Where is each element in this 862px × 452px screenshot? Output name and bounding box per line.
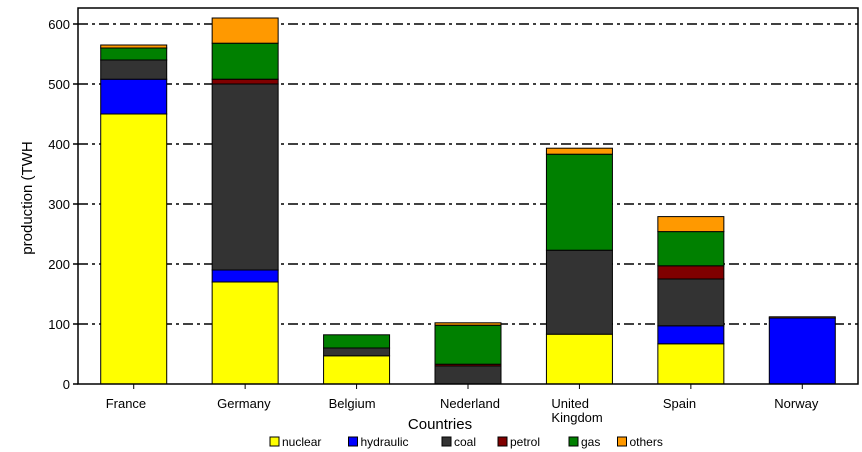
bar-segment-coal [323,347,391,357]
y-tick-label: 500 [48,77,70,92]
legend-swatch [441,436,452,447]
legend-item-petrol: petrol [497,435,540,449]
bar-segment-gas [100,47,168,61]
y-tick-label: 600 [48,17,70,32]
legend-label: petrol [510,435,540,449]
legend-label: nuclear [282,435,321,449]
x-tick-label: Belgium [329,396,376,411]
x-axis-title: Countries [408,416,472,433]
bar-segment-hydraulic [100,78,168,115]
y-axis-title: production (TWH [19,141,36,254]
bar-segment-others [545,147,613,155]
legend-item-hydraulic: hydraulic [348,435,409,449]
legend-swatch [497,436,508,447]
bar-segment-nuclear [211,281,279,385]
legend-swatch [617,436,627,447]
bar-segment-gas [434,324,502,365]
bar-segment-others [657,216,725,233]
bar-segment-gas [323,334,391,349]
bar-segment-gas [545,153,613,251]
legend-item-coal: coal [441,435,476,449]
legend-label: hydraulic [361,435,409,449]
legend-swatch [568,436,579,447]
x-tick-label: Nederland [440,396,500,411]
bar-segment-others [100,44,168,49]
grid-lines [78,23,858,325]
bar-segment-nuclear [323,355,391,385]
legend-item-gas: gas [568,435,600,449]
bar-segment-coal [545,249,613,335]
bar-segment-others [434,322,502,326]
y-tick-label: 400 [48,137,70,152]
y-tick-label: 300 [48,197,70,212]
legend-item-others: others [617,435,663,449]
bar-segment-coal [434,365,502,385]
bar-segment-hydraulic [657,325,725,345]
y-tick-label: 200 [48,257,70,272]
bar-segment-others [768,316,836,319]
bars [100,17,836,385]
legend-label: others [630,435,663,449]
x-tick-label: Norway [774,396,819,411]
x-tick-label: Spain [663,396,696,411]
legend-label: gas [581,435,600,449]
legend-swatch [348,436,358,447]
bar-segment-others [211,17,279,44]
y-tick-label: 0 [63,377,70,392]
x-tick-label: Kingdom [551,410,602,425]
legend: nuclear hydraulic coal petrol gas others [269,435,663,449]
bar-segment-hydraulic [768,317,836,385]
bar-segment-petrol [211,78,279,85]
bar-segment-nuclear [657,343,725,385]
axes: 0 100 200 300 400 500 600 France Germany Belgium N… [48,7,859,425]
bar-segment-nuclear [545,333,613,385]
x-tick-label: France [106,396,146,411]
bar-segment-petrol [657,265,725,280]
y-tick-label: 100 [48,317,70,332]
x-tick-label: Germany [217,396,271,411]
bar-segment-nuclear [100,113,168,385]
bar-segment-hydraulic [211,269,279,283]
legend-item-nuclear: nuclear [269,435,321,449]
bar-segment-coal [211,83,279,271]
bar-segment-gas [211,42,279,80]
legend-swatch [269,436,280,447]
bar-segment-coal [657,278,725,327]
x-tick-label: United [551,396,589,411]
bar-segment-coal [100,59,168,80]
legend-label: coal [454,435,476,449]
bar-segment-gas [657,231,725,267]
